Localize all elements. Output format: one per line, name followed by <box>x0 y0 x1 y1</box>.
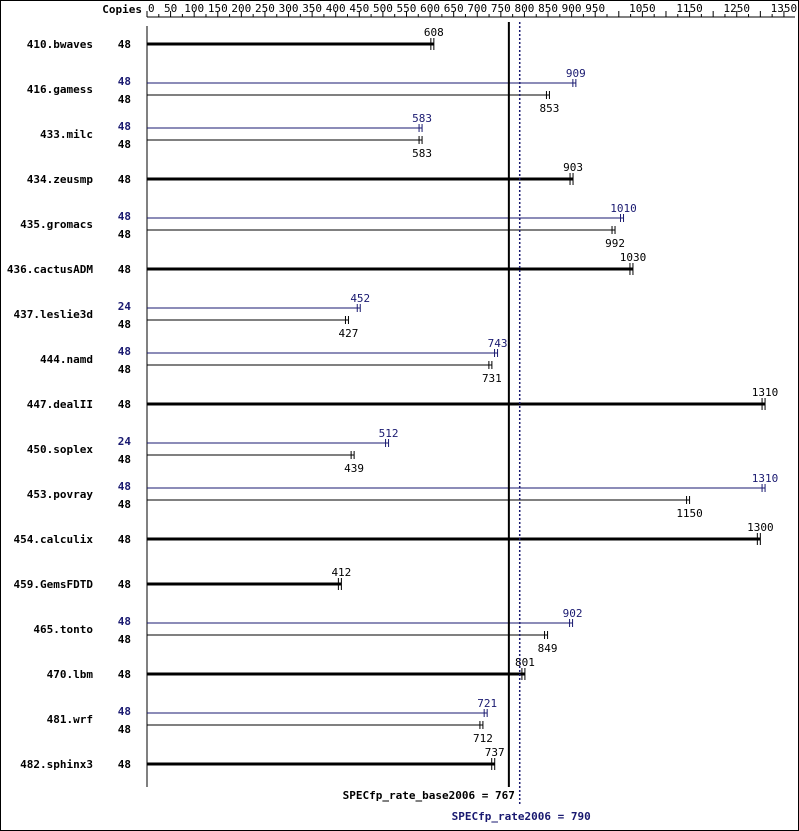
benchmark-label: 465.tonto <box>33 623 93 636</box>
x-tick-label: 150 <box>208 2 228 15</box>
copies-value-peak: 24 <box>118 435 132 448</box>
bar-value-label-peak: 909 <box>566 67 586 80</box>
copies-value-peak: 48 <box>118 480 131 493</box>
benchmark-label: 433.milc <box>40 128 93 141</box>
copies-value: 48 <box>118 758 131 771</box>
x-tick-label: 550 <box>397 2 417 15</box>
x-tick-label: 900 <box>562 2 582 15</box>
bar-value-label: 1300 <box>747 521 774 534</box>
copies-value-base: 48 <box>118 453 131 466</box>
reference-label-peak: SPECfp_rate2006 = 790 <box>452 810 591 823</box>
bar-value-label: 737 <box>485 746 505 759</box>
copies-value-base: 48 <box>118 138 131 151</box>
x-tick-label: 1050 <box>629 2 656 15</box>
copies-value: 48 <box>118 578 131 591</box>
copies-value-peak: 24 <box>118 300 132 313</box>
bar-value-label: 801 <box>515 656 535 669</box>
x-tick-label: 0 <box>148 2 155 15</box>
bar-value-label-base: 1150 <box>676 507 703 520</box>
bar-value-label-peak: 583 <box>412 112 432 125</box>
benchmark-label: 410.bwaves <box>27 38 93 51</box>
bar-value-label: 1310 <box>752 386 779 399</box>
copies-value-peak: 48 <box>118 120 131 133</box>
bar-value-label-peak: 743 <box>488 337 508 350</box>
x-tick-label: 950 <box>585 2 605 15</box>
copies-value: 48 <box>118 668 131 681</box>
benchmark-label: 434.zeusmp <box>27 173 94 186</box>
x-tick-label: 850 <box>538 2 558 15</box>
benchmark-label: 447.dealII <box>27 398 93 411</box>
benchmark-label: 481.wrf <box>47 713 93 726</box>
benchmark-label: 482.sphinx3 <box>20 758 93 771</box>
copies-value-base: 48 <box>118 363 131 376</box>
copies-value: 48 <box>118 173 131 186</box>
bar-value-label-base: 853 <box>540 102 560 115</box>
bar-value-label-base: 439 <box>344 462 364 475</box>
benchmark-label: 459.GemsFDTD <box>14 578 94 591</box>
x-tick-label: 1350 <box>771 2 798 15</box>
copies-value-peak: 48 <box>118 345 131 358</box>
x-tick-label: 650 <box>444 2 464 15</box>
copies-value-base: 48 <box>118 723 131 736</box>
x-tick-label: 750 <box>491 2 511 15</box>
bar-value-label-base: 992 <box>605 237 625 250</box>
copies-value: 48 <box>118 533 131 546</box>
x-tick-label: 350 <box>302 2 322 15</box>
bar-value-label: 1030 <box>620 251 647 264</box>
benchmark-label: 470.lbm <box>47 668 94 681</box>
x-tick-label: 600 <box>420 2 440 15</box>
bar-value-label: 608 <box>424 26 444 39</box>
bar-value-label-base: 731 <box>482 372 502 385</box>
benchmark-label: 435.gromacs <box>20 218 93 231</box>
bar-value-label-base: 427 <box>339 327 359 340</box>
copies-value: 48 <box>118 38 131 51</box>
reference-label-base: SPECfp_rate_base2006 = 767 <box>343 789 515 802</box>
copies-value: 48 <box>118 263 131 276</box>
benchmark-label: 416.gamess <box>27 83 93 96</box>
benchmark-label: 437.leslie3d <box>14 308 93 321</box>
x-tick-label: 800 <box>515 2 535 15</box>
bar-value-label-peak: 1010 <box>610 202 637 215</box>
copies-value: 48 <box>118 398 131 411</box>
x-tick-label: 500 <box>373 2 393 15</box>
copies-value-peak: 48 <box>118 615 131 628</box>
x-tick-label: 450 <box>349 2 369 15</box>
bar-value-label-peak: 721 <box>477 697 497 710</box>
benchmark-label: 450.soplex <box>27 443 94 456</box>
copies-value-base: 48 <box>118 318 131 331</box>
copies-value-peak: 48 <box>118 75 131 88</box>
x-tick-label: 200 <box>231 2 251 15</box>
bar-value-label: 903 <box>563 161 583 174</box>
benchmark-label: 453.povray <box>27 488 94 501</box>
x-tick-label: 400 <box>326 2 346 15</box>
copies-value-base: 48 <box>118 228 131 241</box>
x-tick-label: 50 <box>164 2 177 15</box>
copies-value-peak: 48 <box>118 210 131 223</box>
x-tick-label: 250 <box>255 2 275 15</box>
x-tick-label: 100 <box>184 2 204 15</box>
benchmark-label: 454.calculix <box>14 533 94 546</box>
x-tick-label: 1150 <box>676 2 703 15</box>
benchmark-label: 444.namd <box>40 353 93 366</box>
benchmark-label: 436.cactusADM <box>7 263 93 276</box>
bar-value-label-peak: 452 <box>350 292 370 305</box>
copies-value-base: 48 <box>118 93 131 106</box>
copies-value-peak: 48 <box>118 705 131 718</box>
copies-header: Copies <box>102 3 142 16</box>
bar-value-label: 412 <box>331 566 351 579</box>
bar-value-label-peak: 1310 <box>752 472 779 485</box>
bar-value-label-peak: 902 <box>563 607 583 620</box>
bar-value-label-base: 849 <box>538 642 558 655</box>
x-tick-label: 1250 <box>724 2 751 15</box>
bar-value-label-peak: 512 <box>379 427 399 440</box>
copies-value-base: 48 <box>118 633 131 646</box>
bar-value-label-base: 712 <box>473 732 493 745</box>
copies-value-base: 48 <box>118 498 131 511</box>
bar-value-label-base: 583 <box>412 147 432 160</box>
x-tick-label: 300 <box>279 2 299 15</box>
x-tick-label: 700 <box>467 2 487 15</box>
